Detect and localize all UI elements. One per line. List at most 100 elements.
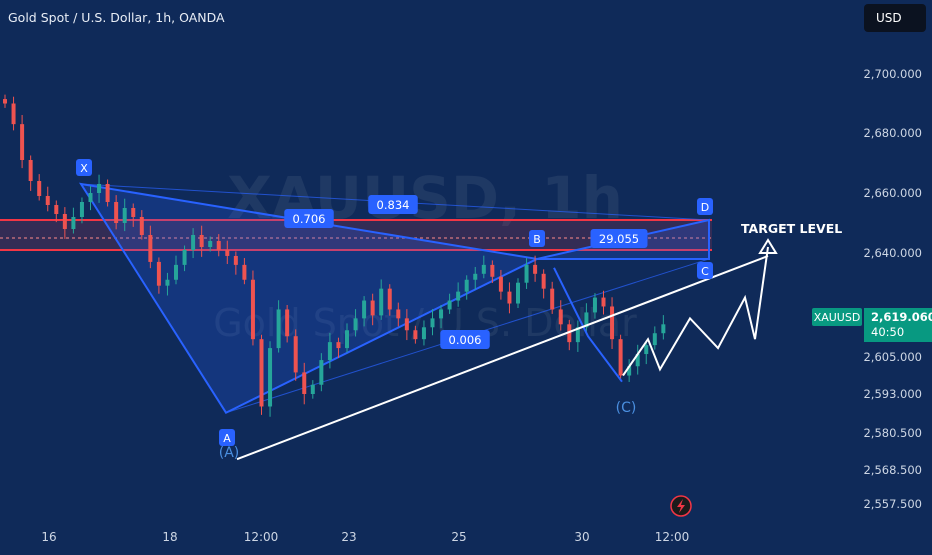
candle-body — [498, 276, 503, 292]
symbol-badge: XAUUSD — [814, 311, 861, 324]
candle-body — [396, 309, 401, 319]
candle-body — [567, 324, 572, 343]
candle-body — [250, 279, 255, 340]
candle-body — [644, 345, 649, 355]
candle-body — [533, 264, 538, 274]
candle-body — [54, 205, 59, 214]
candle-body — [430, 318, 435, 328]
candle-body — [379, 288, 384, 316]
candle-body — [413, 330, 418, 340]
wave-a-label: (A) — [219, 445, 240, 461]
symbol-title: Gold Spot / U.S. Dollar, 1h, OANDA — [8, 10, 225, 25]
candle-body — [541, 273, 546, 289]
point-b-label: B — [533, 233, 541, 246]
ratio-xd-label-bg — [368, 195, 418, 214]
candle-body — [71, 217, 76, 229]
point-d-label-bg — [697, 198, 713, 215]
price-tick: 2,557.500 — [863, 497, 922, 511]
point-a-label-bg — [219, 429, 235, 446]
candle-body — [276, 309, 281, 349]
time-tick: 23 — [341, 530, 356, 544]
projection-path — [622, 246, 769, 377]
point-x-label: X — [80, 162, 88, 175]
candle-body — [481, 264, 486, 274]
candle-body — [182, 250, 187, 265]
candle-body — [191, 235, 196, 250]
candle-body — [114, 202, 119, 223]
point-x-label-bg — [76, 159, 92, 176]
price-badge-countdown: 40:50 — [871, 325, 904, 339]
candle-body — [353, 318, 358, 331]
point-c-label: C — [701, 265, 709, 278]
candle-body — [584, 312, 589, 328]
candle-body — [507, 291, 512, 304]
candle-body — [362, 300, 367, 319]
candle-body — [490, 264, 495, 277]
candle-body — [336, 342, 341, 349]
candle-body — [259, 339, 264, 407]
candle-body — [558, 309, 563, 325]
candle-body — [20, 124, 25, 160]
candle-body — [105, 184, 110, 202]
ratio-xb-label-bg — [284, 209, 334, 228]
point-d-label: D — [701, 201, 709, 214]
candle-body — [319, 360, 324, 385]
candle-body — [37, 181, 42, 196]
candle-body — [11, 103, 16, 125]
candle-body — [225, 250, 230, 256]
candle-body — [268, 348, 273, 407]
wave-c-label: (C) — [616, 400, 637, 416]
price-badge-value: 2,619.060 — [871, 310, 932, 324]
candle-body — [439, 309, 444, 319]
candle-body — [45, 196, 50, 205]
time-tick: 16 — [41, 530, 56, 544]
candle-body — [456, 291, 461, 301]
ratio-xd-label: 0.834 — [377, 198, 410, 212]
candle-body — [242, 264, 247, 280]
candle-body — [601, 297, 606, 307]
candle-body — [618, 339, 623, 376]
currency-button[interactable]: USD — [864, 4, 926, 32]
candle-body — [208, 241, 213, 247]
time-tick: 30 — [574, 530, 589, 544]
price-tick: 2,605.000 — [863, 350, 922, 364]
candle-body — [122, 208, 127, 223]
price-tick: 2,568.500 — [863, 463, 922, 477]
candle-body — [62, 214, 67, 229]
symbol-badge-bg — [812, 308, 862, 326]
ratio-bc-label-bg — [590, 229, 648, 248]
candle-body — [387, 288, 392, 310]
candle-body — [524, 264, 529, 283]
target-level-label: TARGET LEVEL — [741, 221, 842, 236]
wave-c-path — [553, 267, 623, 383]
candle-body — [345, 330, 349, 349]
candle-body — [293, 336, 298, 373]
ratio-ac-label-bg — [440, 330, 490, 349]
candle-body — [233, 255, 238, 265]
price-tick: 2,700.000 — [863, 67, 922, 81]
time-tick: 18 — [162, 530, 177, 544]
price-tick: 2,640.000 — [863, 246, 922, 260]
candle-body — [79, 202, 84, 217]
lightning-bolt — [677, 499, 685, 513]
candle-body — [88, 193, 93, 202]
candle-body — [592, 297, 597, 313]
candle-body — [635, 354, 640, 367]
candle-body — [285, 309, 290, 337]
candle-body — [464, 279, 469, 292]
candle-body — [174, 264, 178, 280]
ratio-bc-label: 29.055 — [599, 232, 639, 246]
candle-body — [661, 324, 666, 334]
candle-body — [97, 184, 102, 193]
ratio-xb-label: 0.706 — [293, 212, 326, 226]
time-tick: 25 — [451, 530, 466, 544]
time-tick: 12:00 — [655, 530, 690, 544]
projection-arrowhead — [758, 238, 778, 254]
price-tick: 2,660.000 — [863, 186, 922, 200]
candle-body — [148, 235, 153, 262]
candle-body — [404, 318, 409, 331]
candle-body — [447, 300, 452, 310]
